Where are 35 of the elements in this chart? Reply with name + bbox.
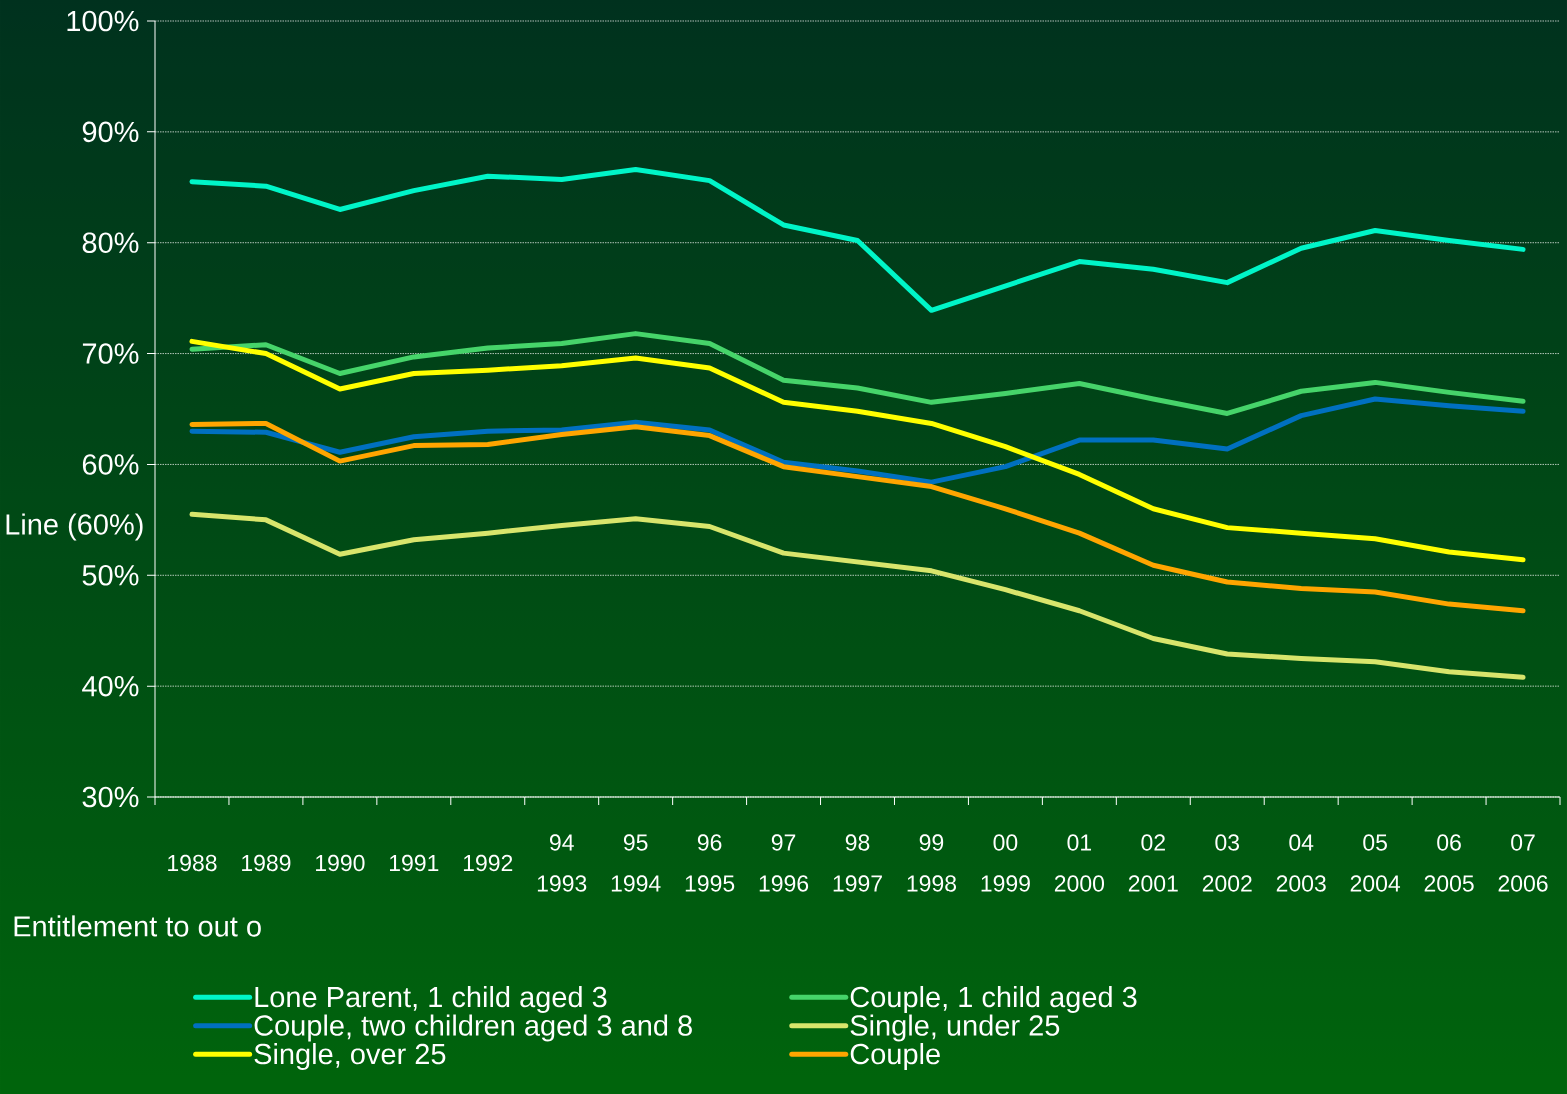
x-tick-label: 01 2000 [1054, 834, 1105, 892]
x-tick-label: 96 1995 [685, 834, 735, 892]
legend-label: Single, over 25 [254, 1043, 446, 1071]
x-tick-label: 98 1997 [833, 834, 882, 892]
y-tick-label: 40% [82, 675, 139, 697]
x-tick-label: 1989 [242, 854, 291, 872]
x-tick-label: 94 1993 [537, 834, 587, 892]
x-tick-label: 03 2002 [1202, 834, 1252, 892]
y-tick-label: 60% [82, 454, 139, 475]
x-tick-label: 05 2004 [1350, 834, 1401, 892]
text: Entitlement to out o [14, 915, 261, 937]
legend-label: Couple [850, 1043, 940, 1071]
legend-label: Couple, two children aged 3 and 8 [254, 1014, 692, 1042]
legend-label: Couple, 1 child aged 3 [850, 985, 1137, 1014]
x-tick-label: 1988 [168, 854, 217, 872]
x-tick-label: 07 2006 [1498, 834, 1548, 892]
y-tick-label: 70% [82, 343, 139, 364]
y-tick-label: 30% [82, 786, 139, 808]
x-tick-label: 97 1996 [759, 834, 809, 892]
x-tick-label: 1990 [316, 854, 365, 872]
x-tick-label: 95 1994 [611, 834, 661, 892]
x-tick-label: 1991 [389, 854, 439, 872]
x-tick-label: 04 2003 [1276, 834, 1326, 892]
y-tick-label: 100% [67, 10, 139, 32]
x-tick-label: 02 2001 [1128, 834, 1178, 892]
legend-label: Lone Parent, 1 child aged 3 [255, 985, 607, 1014]
legend-label: Single, under 25 [850, 1014, 1060, 1042]
x-tick-label: 00 1999 [981, 834, 1030, 892]
y-tick-label: 80% [82, 232, 139, 253]
y-axis-title: Line (60%) [6, 513, 143, 541]
y-tick-label: 90% [82, 121, 139, 143]
x-tick-label: 1992 [463, 854, 513, 872]
x-tick-label: 99 1998 [907, 834, 957, 892]
y-tick-label: 50% [82, 565, 139, 586]
x-tick-label: 06 2005 [1424, 834, 1474, 892]
